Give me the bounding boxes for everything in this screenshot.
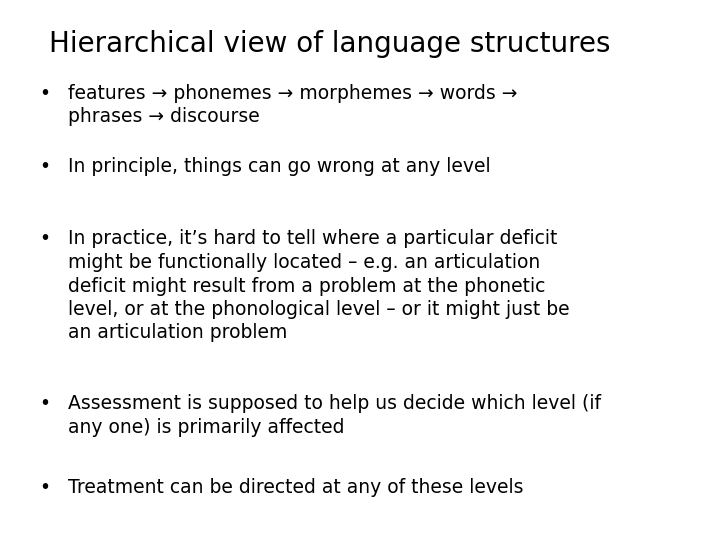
Text: •: •	[40, 84, 50, 103]
Text: •: •	[40, 394, 50, 413]
Text: In practice, it’s hard to tell where a particular deficit
might be functionally : In practice, it’s hard to tell where a p…	[68, 230, 570, 342]
Text: Treatment can be directed at any of these levels: Treatment can be directed at any of thes…	[68, 478, 524, 497]
Text: •: •	[40, 478, 50, 497]
Text: features → phonemes → morphemes → words →
phrases → discourse: features → phonemes → morphemes → words …	[68, 84, 518, 126]
Text: •: •	[40, 157, 50, 176]
Text: Hierarchical view of language structures: Hierarchical view of language structures	[49, 30, 611, 58]
Text: In principle, things can go wrong at any level: In principle, things can go wrong at any…	[68, 157, 491, 176]
Text: Assessment is supposed to help us decide which level (if
any one) is primarily a: Assessment is supposed to help us decide…	[68, 394, 601, 437]
Text: •: •	[40, 230, 50, 248]
